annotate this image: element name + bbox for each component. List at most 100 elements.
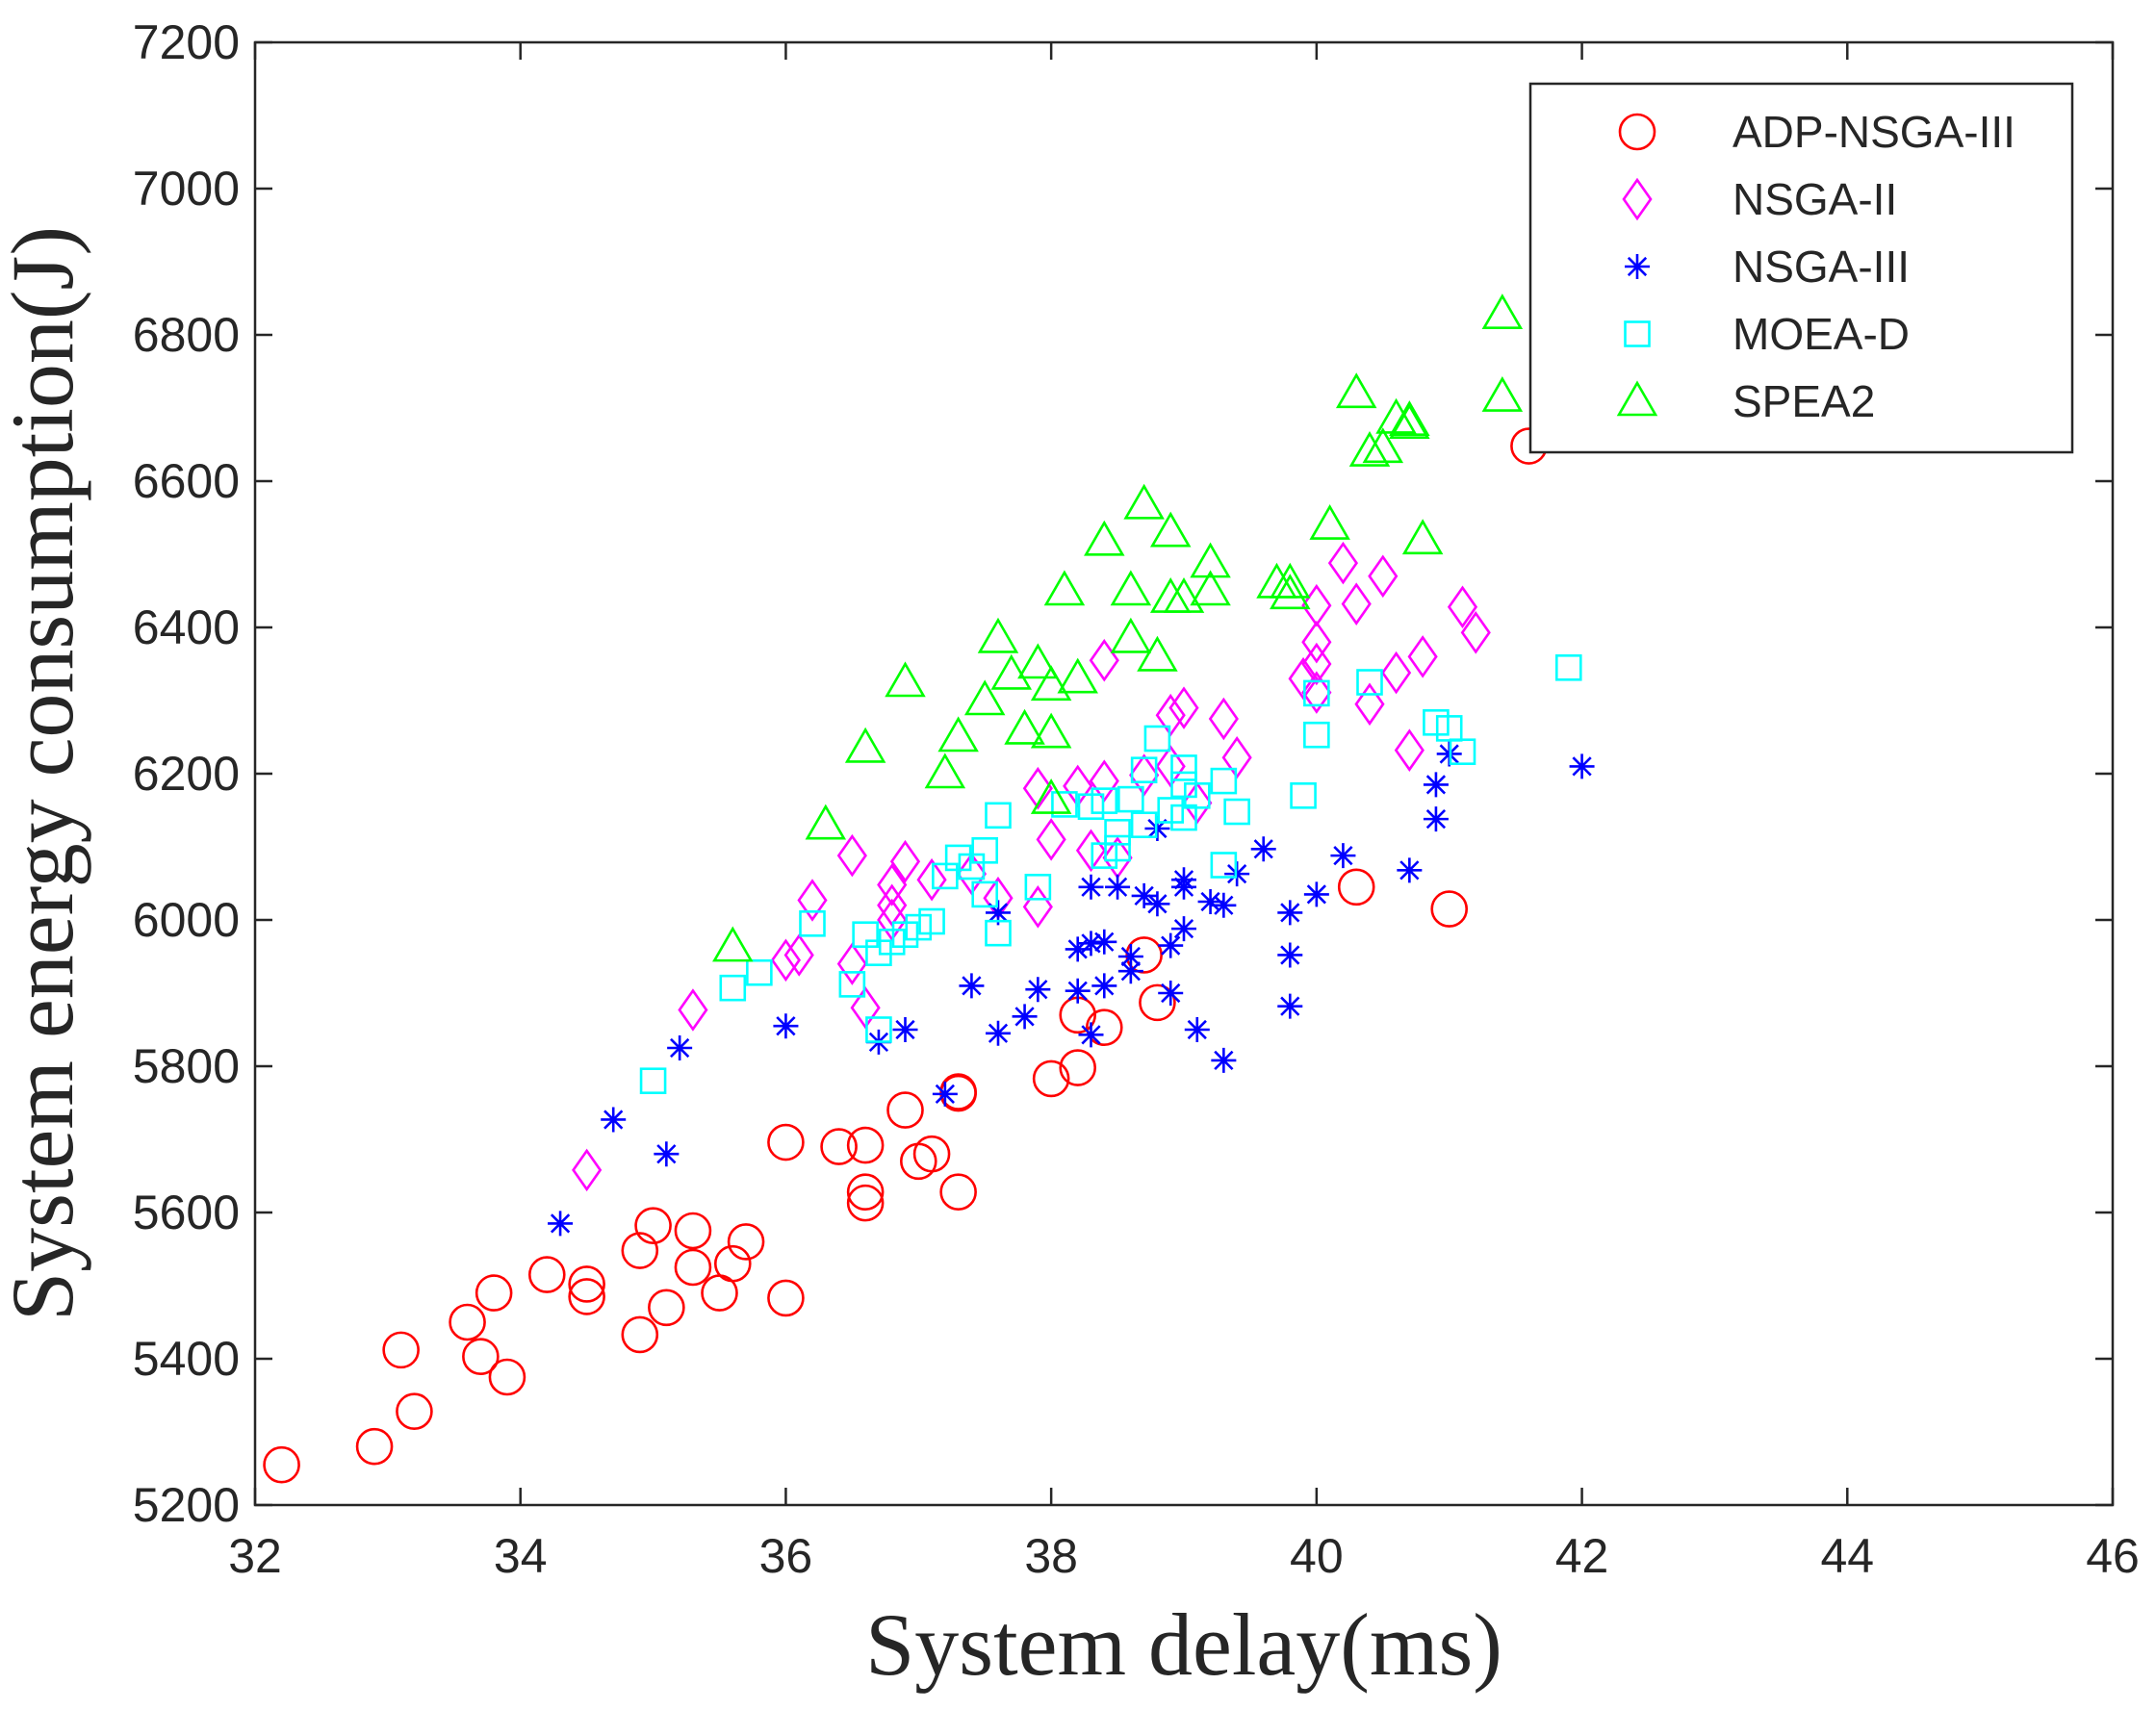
data-point bbox=[892, 1017, 918, 1042]
data-point bbox=[1017, 643, 1059, 679]
data-point bbox=[1091, 929, 1117, 955]
legend-label: MOEA-D bbox=[1732, 309, 1910, 359]
data-point bbox=[639, 1067, 667, 1094]
data-point bbox=[355, 1427, 394, 1466]
data-point bbox=[1030, 778, 1072, 814]
data-point bbox=[939, 1173, 977, 1212]
data-point bbox=[621, 1315, 659, 1354]
data-point bbox=[1211, 1047, 1237, 1073]
data-point bbox=[713, 1244, 752, 1283]
data-point bbox=[1210, 767, 1238, 795]
data-point bbox=[1389, 403, 1430, 440]
legend-label: SPEA2 bbox=[1732, 376, 1875, 426]
data-point bbox=[601, 1107, 627, 1133]
data-point bbox=[462, 1338, 500, 1376]
data-point bbox=[1025, 977, 1051, 1003]
data-point bbox=[1190, 570, 1231, 606]
data-point bbox=[1407, 635, 1438, 678]
legend-marker bbox=[1625, 254, 1650, 279]
data-point bbox=[1117, 958, 1143, 984]
data-point bbox=[783, 933, 814, 977]
legend-label: ADP-NSGA-III bbox=[1732, 107, 2015, 157]
data-point bbox=[488, 1358, 526, 1396]
data-point bbox=[916, 857, 947, 902]
data-point bbox=[1301, 620, 1332, 664]
data-point bbox=[773, 1013, 799, 1039]
data-point bbox=[1356, 669, 1383, 696]
y-axis-title: System energy consumption(J) bbox=[0, 226, 91, 1321]
data-point bbox=[1389, 400, 1430, 436]
legend-marker bbox=[1616, 380, 1658, 417]
data-point bbox=[1569, 753, 1595, 779]
legend-label: NSGA-III bbox=[1732, 242, 1910, 292]
y-tick-label: 6600 bbox=[133, 454, 240, 508]
data-point bbox=[799, 909, 826, 937]
data-point bbox=[1368, 554, 1399, 599]
data-point bbox=[1423, 806, 1449, 832]
data-point bbox=[885, 661, 926, 698]
data-point bbox=[805, 804, 847, 840]
x-tick-label: 38 bbox=[1024, 1529, 1078, 1583]
data-point bbox=[1447, 585, 1478, 628]
legend-item: ADP-NSGA-III bbox=[1618, 107, 2015, 157]
data-point bbox=[1184, 1017, 1210, 1042]
data-point bbox=[767, 1123, 805, 1161]
data-point bbox=[719, 974, 747, 1002]
data-point bbox=[1065, 936, 1091, 962]
series-adp-nsga-iii bbox=[263, 427, 1548, 1484]
data-point bbox=[263, 1445, 300, 1484]
data-point bbox=[985, 802, 1012, 829]
data-point bbox=[712, 926, 754, 962]
data-point bbox=[1012, 1004, 1038, 1030]
data-point bbox=[846, 1173, 885, 1212]
data-point bbox=[1163, 576, 1205, 613]
y-tick-label: 6800 bbox=[133, 308, 240, 362]
data-point bbox=[912, 1135, 951, 1173]
y-tick-label: 5600 bbox=[133, 1186, 240, 1239]
data-point bbox=[986, 900, 1011, 926]
data-point bbox=[797, 879, 828, 922]
data-point bbox=[865, 1016, 892, 1043]
data-point bbox=[1078, 1022, 1104, 1048]
data-point bbox=[836, 833, 867, 878]
data-point bbox=[1208, 697, 1239, 741]
x-tick-label: 36 bbox=[759, 1529, 813, 1583]
data-point bbox=[727, 1223, 765, 1261]
data-point bbox=[1131, 882, 1157, 908]
data-point bbox=[1337, 868, 1375, 906]
data-point bbox=[918, 907, 945, 935]
y-tick-label: 5400 bbox=[133, 1332, 240, 1386]
data-point bbox=[1065, 978, 1091, 1004]
data-point bbox=[1022, 766, 1053, 810]
data-point bbox=[1024, 873, 1052, 901]
data-point bbox=[1211, 892, 1237, 918]
data-point bbox=[1030, 712, 1072, 749]
data-point bbox=[1059, 1049, 1097, 1086]
data-point bbox=[527, 1256, 566, 1293]
data-point bbox=[475, 1274, 513, 1312]
data-point bbox=[1130, 811, 1158, 839]
data-point bbox=[648, 1289, 685, 1327]
data-point bbox=[1030, 665, 1072, 702]
data-point bbox=[674, 1212, 712, 1250]
data-point bbox=[654, 1141, 680, 1167]
data-point bbox=[1091, 973, 1117, 999]
data-point bbox=[1362, 427, 1404, 464]
data-point bbox=[1223, 798, 1250, 826]
data-point bbox=[986, 1020, 1011, 1046]
y-tick-label: 6000 bbox=[133, 893, 240, 947]
data-point bbox=[1110, 617, 1152, 653]
y-axis-ticks: 5200 5400 5600 5800 6000 6200 6400 6600 6800 7000… bbox=[133, 15, 2113, 1532]
data-point bbox=[820, 1128, 858, 1165]
x-tick-label: 42 bbox=[1555, 1529, 1609, 1583]
data-point bbox=[990, 653, 1033, 690]
data-point bbox=[1375, 397, 1417, 434]
data-point bbox=[1277, 942, 1303, 968]
legend-marker bbox=[1618, 113, 1656, 151]
data-point bbox=[1303, 679, 1330, 707]
data-point bbox=[396, 1392, 433, 1431]
data-point bbox=[1158, 981, 1184, 1006]
data-point bbox=[1130, 756, 1158, 784]
data-point bbox=[1117, 785, 1144, 813]
